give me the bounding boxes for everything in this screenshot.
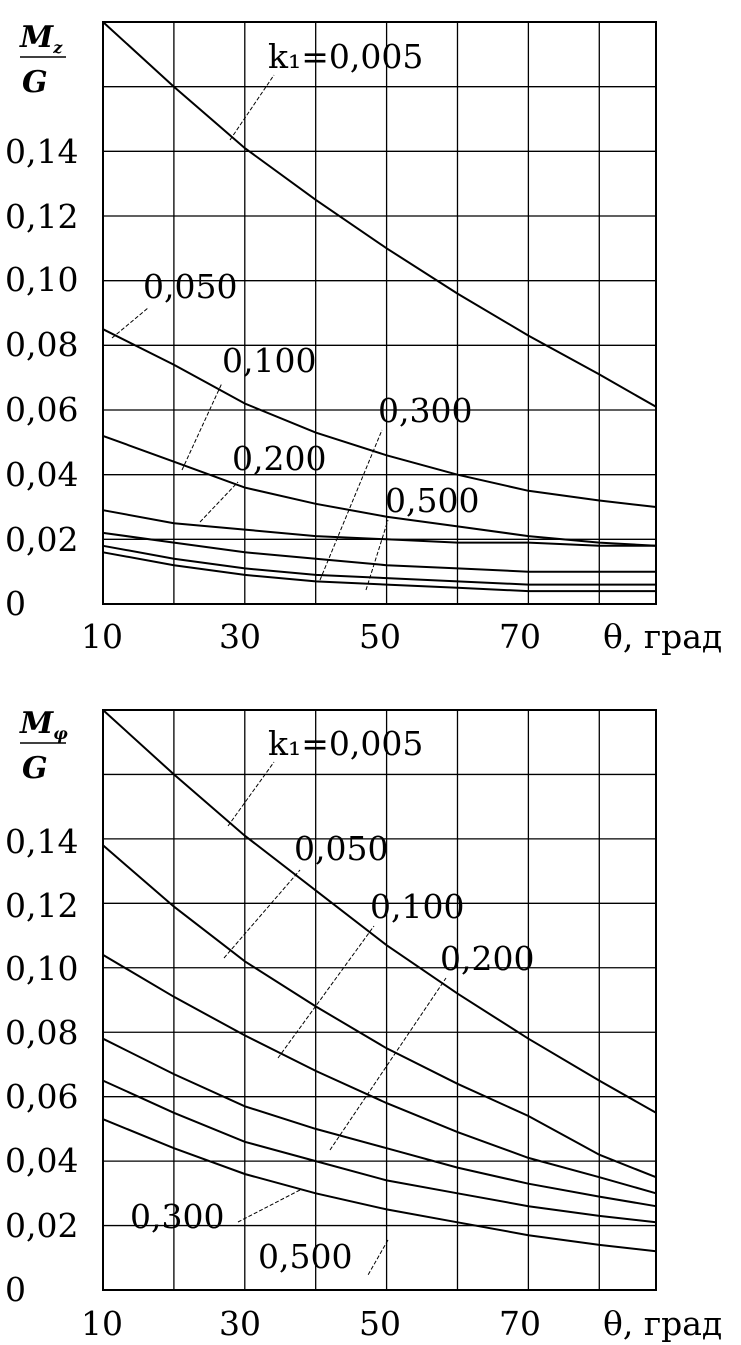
y-tick-label: 0,06 [5, 1077, 78, 1116]
series-line-3 [102, 954, 657, 1195]
plot-frame [102, 21, 657, 605]
series-line-3 [102, 434, 657, 547]
y-tick-label: 0 [5, 584, 26, 623]
x-tick-label: 30 [219, 1304, 261, 1343]
x-tick-label: 70 [499, 1304, 541, 1343]
series-label-1: k₁=0,005 [268, 724, 423, 763]
y-axis-label-numerator: Mz [19, 20, 63, 57]
series-leader-line [111, 307, 149, 339]
series-label-2: 0,050 [143, 267, 237, 306]
series-label-5: 0,300 [130, 1197, 224, 1236]
x-axis-label: θ, град [603, 1304, 722, 1343]
y-tick-label: 0,08 [5, 325, 78, 364]
series-leader-line [367, 1239, 389, 1276]
series-line-5 [102, 1079, 657, 1224]
y-tick-label: 0,14 [5, 132, 78, 171]
y-tick-label: 0,02 [5, 520, 78, 559]
chart-panel-2: 10 30 50 70 0 0,02 0,04 0,06 0,08 0,10 0,12 0,14 Mφ G… [5, 706, 722, 1343]
series-leader-line [181, 382, 223, 471]
y-axis-label-denominator: G [22, 65, 48, 100]
y-tick-label: 0,04 [5, 455, 78, 494]
series-line-6 [102, 551, 656, 593]
y-tick-label: 0,02 [5, 1206, 78, 1245]
series-label-4: 0,200 [440, 939, 534, 978]
series-line-2 [102, 328, 657, 508]
series-leader-line [229, 74, 275, 141]
y-tick-label: 0,08 [5, 1013, 78, 1052]
series-leader-line [277, 925, 375, 1059]
y-tick-label: 0,04 [5, 1141, 78, 1180]
x-tick-label: 50 [359, 617, 401, 656]
y-tick-label: 0 [5, 1270, 26, 1309]
series-line-1 [102, 709, 657, 1114]
series-label-4: 0,200 [232, 439, 326, 478]
series-leader-line [199, 481, 239, 523]
x-tick-label: 50 [359, 1304, 401, 1343]
series-leader-line [223, 869, 301, 959]
y-tick-label: 0,10 [5, 260, 78, 299]
series-line-6 [102, 1118, 657, 1253]
y-axis-label-numerator: Mφ [19, 706, 68, 743]
y-axis-label-denominator: G [22, 751, 48, 786]
x-tick-label: 30 [219, 617, 261, 656]
series-line-5 [102, 531, 656, 573]
series-label-6: 0,500 [258, 1237, 352, 1276]
series-label-6: 0,500 [385, 481, 479, 520]
series-label-5: 0,300 [378, 391, 472, 430]
y-tick-label: 0,12 [5, 886, 78, 925]
y-tick-label: 0,10 [5, 949, 78, 988]
x-tick-label: 70 [499, 617, 541, 656]
series-label-3: 0,100 [370, 887, 464, 926]
chart-panel-1: 10 30 50 70 0 0,02 0,04 0,06 0,08 0,10 0,12 0,14 Mz G… [5, 20, 722, 656]
y-tick-label: 0,06 [5, 390, 78, 429]
series-label-3: 0,100 [222, 341, 316, 380]
y-tick-label: 0,14 [5, 822, 78, 861]
x-axis-label: θ, град [603, 617, 722, 656]
x-tick-label: 10 [81, 1304, 123, 1343]
series-line-4 [102, 509, 656, 547]
series-label-1: k₁=0,005 [268, 37, 423, 76]
series-line-2 [102, 844, 657, 1179]
series-line-4 [102, 1037, 657, 1208]
plot-frame [102, 709, 657, 1291]
series-leader-line [365, 519, 389, 591]
series-leader-line [227, 761, 275, 827]
series-leader-line [329, 977, 447, 1151]
series-leader-line [319, 429, 383, 581]
series-line-extra-1 [102, 544, 656, 586]
series-line-1 [102, 21, 657, 408]
series-leader-line [237, 1189, 301, 1223]
x-tick-label: 10 [81, 617, 123, 656]
series-label-2: 0,050 [294, 829, 388, 868]
y-tick-label: 0,12 [5, 197, 78, 236]
